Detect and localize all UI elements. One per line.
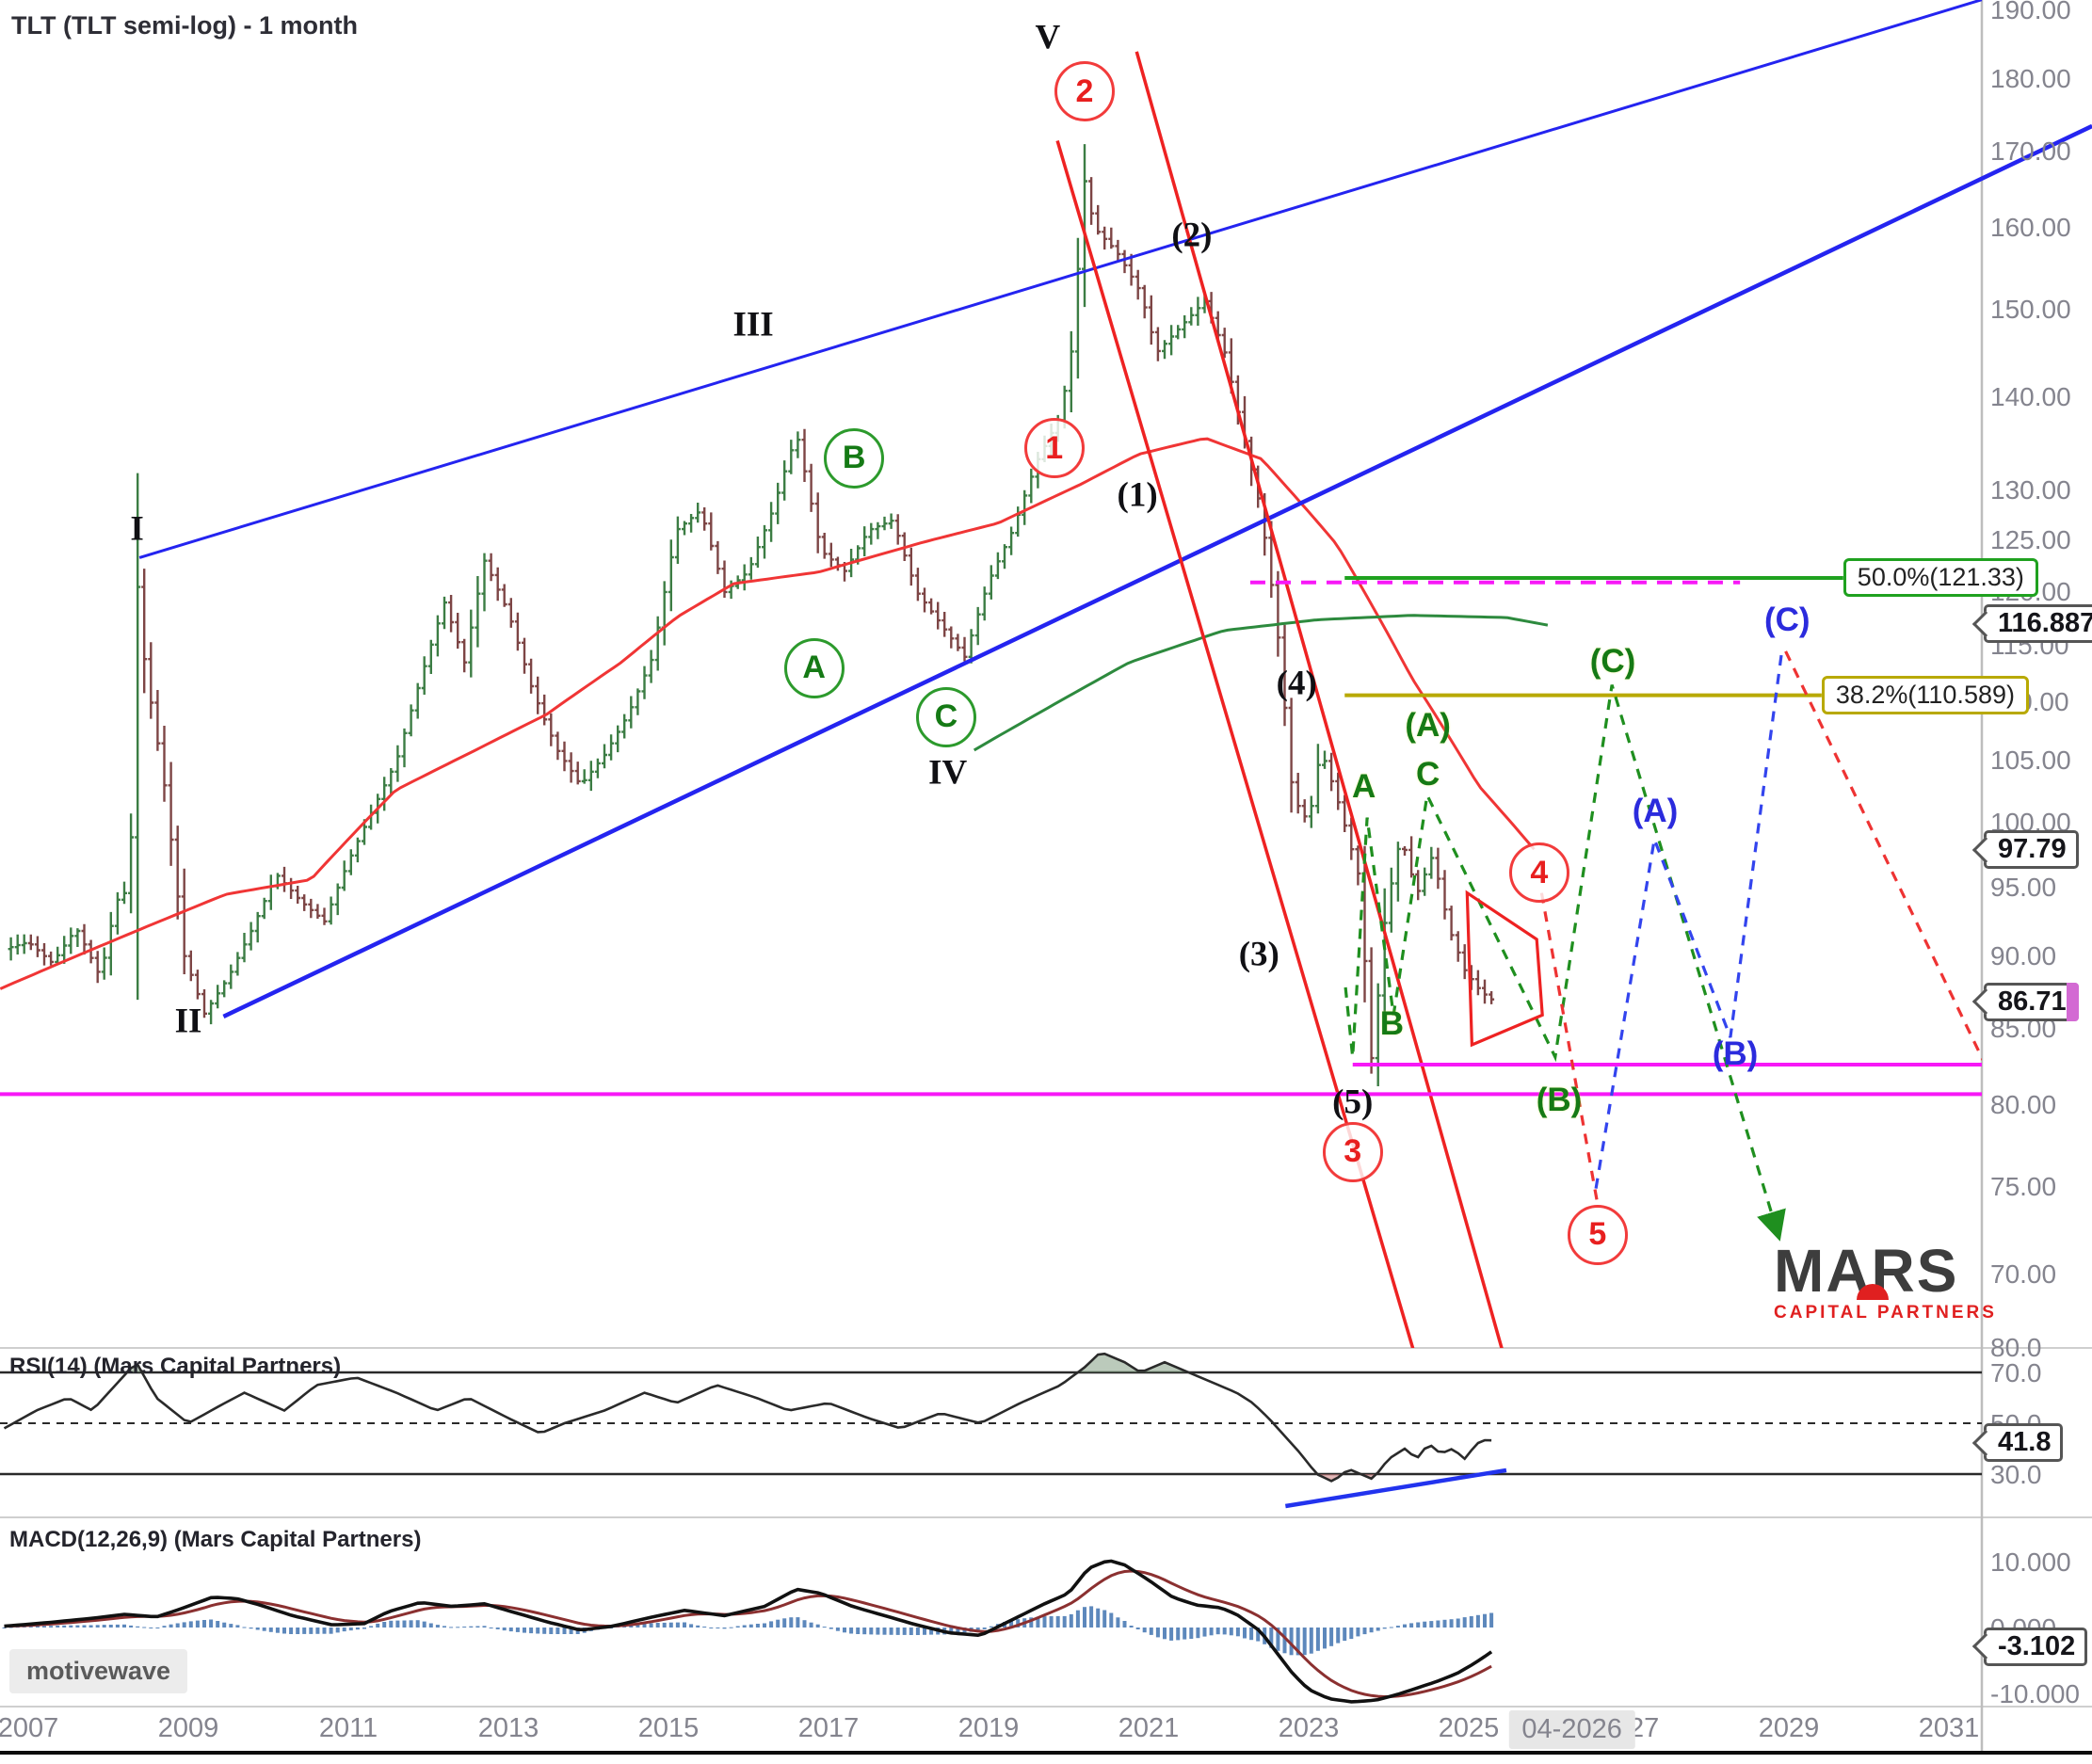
candles-down (27, 177, 1495, 1074)
wave-label-green-B: B (1379, 1004, 1405, 1042)
price-tick-95.00: 95.00 (1990, 872, 2057, 902)
rsi-tick-30.0: 30.0 (1990, 1460, 2042, 1489)
time-tick-2013: 2013 (477, 1713, 539, 1743)
macd-pane-label: MACD(12,26,9) (Mars Capital Partners) (9, 1527, 422, 1552)
wave-label-roman-II: II (174, 1002, 202, 1041)
macd-tick--10.000: -10.000 (1990, 1679, 2080, 1708)
price-tick-125.00: 125.00 (1990, 524, 2071, 554)
price-tick-170.00: 170.00 (1990, 136, 2071, 166)
macd-callout: -3.102 (1984, 1627, 2088, 1666)
wave-label-circle-red-3: 3 (1322, 1121, 1383, 1182)
wave-label-roman-I: I (130, 509, 144, 549)
time-tick-2029: 2029 (1758, 1713, 1820, 1743)
rsi-overbought-shade-1 (1077, 1354, 1192, 1372)
price-tick-70.00: 70.00 (1990, 1259, 2057, 1289)
wave-label-roman-III: III (732, 305, 774, 345)
main-pane-group (0, 144, 1549, 1086)
wave-label-circle-green-A: A (783, 637, 845, 698)
wave-label-circle-green-C: C (915, 686, 976, 747)
mars-capital-logo: MARS CAPITAL PARTNERS (1774, 1241, 1997, 1323)
wave-label-circle-red-5: 5 (1567, 1204, 1628, 1265)
price-tick-140.00: 140.00 (1990, 381, 2071, 411)
candles-up (8, 144, 1435, 1086)
macd-signal-line (4, 1569, 1492, 1699)
macd-line (4, 1559, 1493, 1704)
price-tick-130.00: 130.00 (1990, 475, 2071, 505)
time-tick-2023: 2023 (1278, 1713, 1340, 1743)
price-tick-150.00: 150.00 (1990, 294, 2071, 324)
lower-channel-line (222, 123, 2092, 1018)
price-tick-90.00: 90.00 (1990, 940, 2057, 970)
motivewave-watermark: motivewave (9, 1649, 188, 1693)
wave-label-green-(B): (B) (1536, 1082, 1583, 1118)
red-wedge (1465, 890, 1544, 1048)
mars-logo-subtext: CAPITAL PARTNERS (1774, 1303, 1997, 1323)
rsi-pane-group (0, 1352, 1982, 1509)
slow-ma-line (973, 614, 1549, 752)
time-tick-2007: 2007 (0, 1713, 59, 1743)
wave-label-blue-(C): (C) (1764, 601, 1810, 639)
red-projection-path-1 (1539, 892, 1600, 1205)
price-tick-180.00: 180.00 (1990, 63, 2071, 93)
price-marker-accent (2066, 982, 2079, 1021)
green-projection-path (1344, 684, 1786, 1242)
mars-logo-arc-icon (1857, 1284, 1889, 1300)
wave-label-green-(A): (A) (1405, 706, 1451, 744)
blue-projection-path (1594, 646, 1784, 1189)
red-projection-path-2 (1784, 650, 1982, 1062)
wave-label-green-(C): (C) (1589, 642, 1636, 680)
price-tick-75.00: 75.00 (1990, 1171, 2057, 1201)
time-tick-2031: 2031 (1918, 1713, 1980, 1743)
rsi-pane-label: RSI(14) (Mars Capital Partners) (9, 1354, 342, 1379)
rsi-oversold-shade-0 (1317, 1474, 1345, 1482)
wave-label-circle-red-4: 4 (1508, 842, 1569, 904)
time-tick-2019: 2019 (957, 1713, 1020, 1743)
wave-label-circle-red-2: 2 (1054, 61, 1115, 122)
time-highlight-04-2026: 04-2026 (1508, 1710, 1635, 1749)
time-tick-2015: 2015 (637, 1713, 700, 1743)
rsi-tick-70.0: 70.0 (1990, 1358, 2042, 1387)
fib-label-0: 50.0%(121.33) (1843, 558, 2038, 598)
macd-pane-group (2, 1559, 1494, 1704)
bottom-rule (0, 1751, 2092, 1755)
time-tick-2017: 2017 (797, 1713, 860, 1743)
main-annotations-group (0, 51, 1982, 1348)
wave-label-circle-red-1: 1 (1023, 418, 1085, 479)
wave-label-blue-(B): (B) (1712, 1034, 1759, 1072)
rsi-line (3, 1352, 1492, 1483)
wave-label-roman-V: V (1035, 18, 1061, 57)
price-tick-105.00: 105.00 (1990, 746, 2071, 776)
upper-channel-line (138, 0, 1983, 559)
time-tick-2009: 2009 (157, 1713, 219, 1743)
price-tick-160.00: 160.00 (1990, 213, 2071, 243)
rsi-trendline (1284, 1467, 1507, 1509)
wave-label-roman-(4): (4) (1276, 664, 1317, 703)
wave-label-roman-IV: IV (928, 753, 968, 793)
price-callout-97.79: 97.79 (1984, 830, 2079, 870)
wave-label-roman-(2): (2) (1171, 216, 1213, 255)
time-tick-2011: 2011 (318, 1713, 378, 1743)
price-tick-190.00: 190.00 (1990, 0, 2071, 24)
rsi-callout: 41.8 (1984, 1423, 2064, 1463)
price-callout-86.71: 86.71 (1984, 982, 2079, 1021)
wave-label-roman-(5): (5) (1332, 1082, 1374, 1122)
wave-label-roman-(3): (3) (1238, 935, 1279, 974)
wave-label-circle-green-B: B (824, 427, 885, 489)
time-tick-2025: 2025 (1438, 1713, 1500, 1743)
time-tick-2021: 2021 (1118, 1713, 1180, 1743)
chart-title: TLT (TLT semi-log) - 1 month (11, 11, 358, 40)
rsi-tick-80.0: 80.0 (1990, 1333, 2042, 1362)
fib-label-1: 38.2%(110.589) (1821, 675, 2029, 714)
fast-ma-line (0, 437, 1536, 990)
macd-tick-10.000: 10.000 (1990, 1548, 2071, 1577)
price-callout-116.887: 116.887 (1984, 604, 2092, 644)
wave-label-blue-(A): (A) (1632, 792, 1679, 829)
wave-label-roman-(1): (1) (1117, 475, 1158, 515)
wave-label-green-A: A (1352, 767, 1376, 805)
wave-label-green-C: C (1416, 755, 1440, 793)
price-tick-80.00: 80.00 (1990, 1090, 2057, 1120)
red-channel-right (1135, 51, 1504, 1348)
